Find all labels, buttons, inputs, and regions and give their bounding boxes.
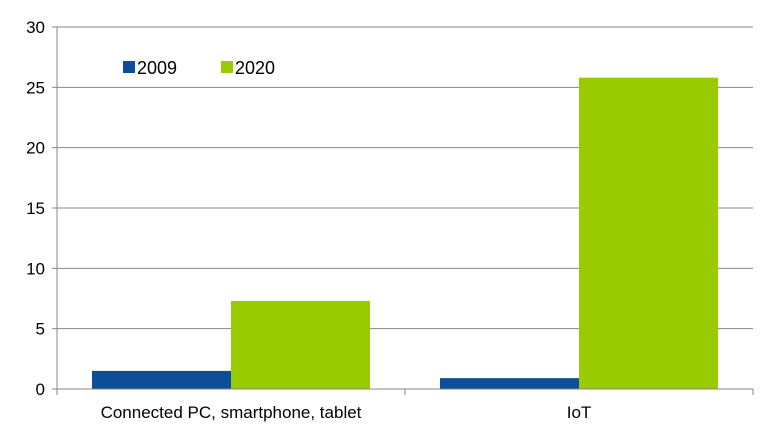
legend-swatch-2009 [123, 61, 135, 73]
legend-label-2009: 2009 [137, 58, 177, 78]
bar-2009-1 [92, 370, 231, 389]
legend-swatch-2020 [221, 61, 233, 73]
y-tick-label: 25 [26, 78, 45, 97]
bar-2020-2 [579, 77, 718, 390]
y-tick-label: 20 [26, 139, 45, 158]
bar-2009-2 [440, 378, 579, 389]
legend: 2009 2020 [123, 58, 275, 78]
y-tick-labels: 0 5 10 15 20 25 30 [26, 18, 45, 399]
bar-2020-1 [231, 300, 370, 389]
y-tick-label: 30 [26, 18, 45, 37]
y-tick-label: 10 [26, 259, 45, 278]
legend-label-2020: 2020 [235, 58, 275, 78]
y-tick-label: 0 [36, 380, 45, 399]
axes [52, 26, 754, 395]
category-label: Connected PC, smartphone, tablet [101, 403, 362, 422]
y-tick-label: 15 [26, 199, 45, 218]
y-tick-label: 5 [36, 320, 45, 339]
bars [92, 77, 718, 390]
category-labels: Connected PC, smartphone, tablet IoT [101, 403, 592, 422]
category-label: IoT [567, 403, 592, 422]
